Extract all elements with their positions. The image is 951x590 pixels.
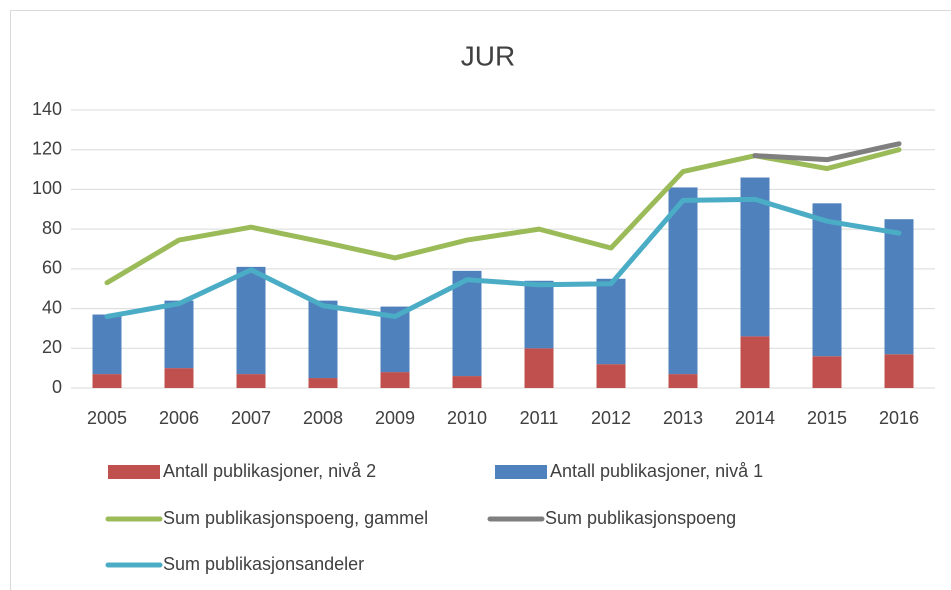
y-tick-label: 20 bbox=[42, 337, 62, 357]
y-tick-label: 100 bbox=[32, 178, 62, 198]
x-tick-label: 2008 bbox=[303, 408, 343, 428]
x-tick-label: 2014 bbox=[735, 408, 775, 428]
x-tick-label: 2016 bbox=[879, 408, 919, 428]
bar bbox=[92, 314, 122, 375]
bar bbox=[884, 219, 914, 355]
x-tick-label: 2009 bbox=[375, 408, 415, 428]
x-tick-label: 2010 bbox=[447, 408, 487, 428]
line bbox=[752, 141, 902, 163]
bar bbox=[884, 354, 914, 388]
bar bbox=[452, 270, 482, 377]
legend-label: Antall publikasjoner, nivå 1 bbox=[550, 461, 763, 481]
x-tick-label: 2005 bbox=[87, 408, 127, 428]
legend-swatch bbox=[108, 465, 160, 479]
bar bbox=[452, 376, 482, 388]
bar bbox=[668, 374, 698, 388]
x-tick-label: 2015 bbox=[807, 408, 847, 428]
y-tick-label: 40 bbox=[42, 297, 62, 317]
legend-label: Sum publikasjonspoeng bbox=[545, 508, 736, 528]
bar bbox=[164, 368, 194, 388]
legend-label: Sum publikasjonsandeler bbox=[163, 554, 364, 574]
bar bbox=[524, 280, 554, 349]
bar bbox=[308, 378, 338, 388]
bar bbox=[668, 187, 698, 375]
x-tick-label: 2007 bbox=[231, 408, 271, 428]
y-tick-label: 60 bbox=[42, 258, 62, 278]
bar bbox=[236, 266, 266, 375]
x-tick-label: 2013 bbox=[663, 408, 703, 428]
x-tick-label: 2006 bbox=[159, 408, 199, 428]
legend-swatch bbox=[495, 465, 547, 479]
y-tick-label: 140 bbox=[32, 99, 62, 119]
y-tick-label: 80 bbox=[42, 218, 62, 238]
legend-label: Antall publikasjoner, nivå 2 bbox=[163, 461, 376, 481]
bar bbox=[812, 203, 842, 357]
chart-title: JUR bbox=[461, 40, 515, 71]
y-tick-label: 0 bbox=[52, 377, 62, 397]
bar bbox=[596, 278, 626, 365]
bar bbox=[308, 300, 338, 379]
bar bbox=[524, 348, 554, 388]
legend-label: Sum publikasjonspoeng, gammel bbox=[163, 508, 428, 528]
bar bbox=[740, 336, 770, 388]
bar bbox=[164, 300, 194, 369]
bar bbox=[596, 364, 626, 388]
bar bbox=[92, 374, 122, 388]
bar bbox=[812, 356, 842, 388]
bar bbox=[236, 374, 266, 388]
bar bbox=[380, 372, 410, 388]
line bbox=[104, 196, 902, 320]
x-tick-label: 2012 bbox=[591, 408, 631, 428]
x-tick-label: 2011 bbox=[520, 408, 559, 428]
y-tick-label: 120 bbox=[32, 138, 62, 158]
